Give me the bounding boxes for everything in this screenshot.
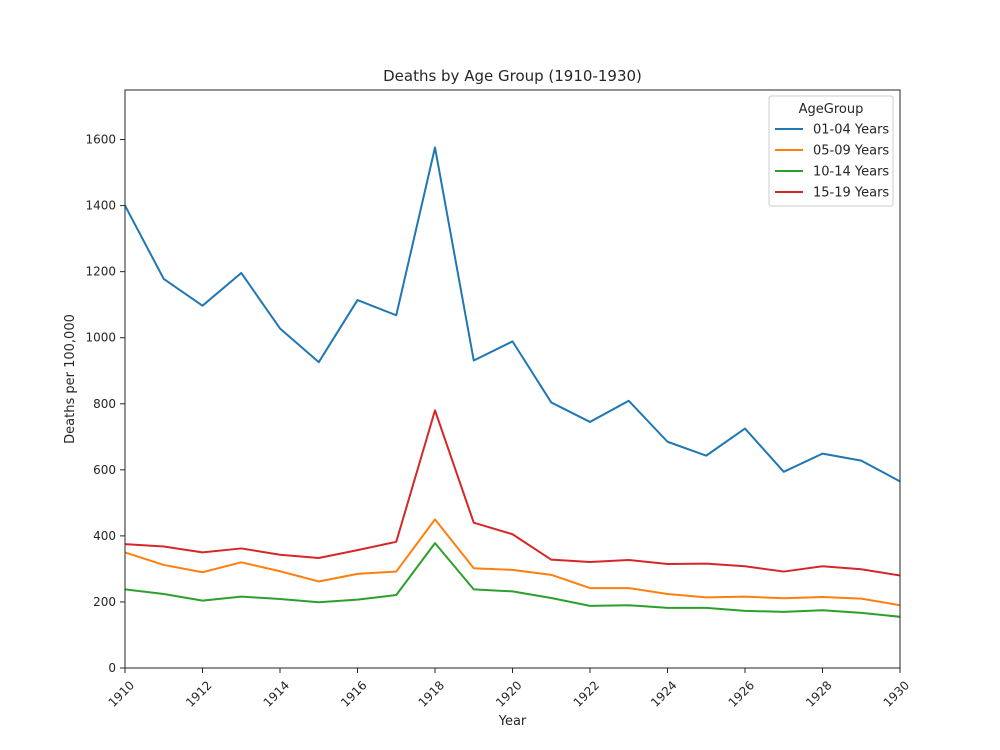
chart-title: Deaths by Age Group (1910-1930) — [383, 67, 642, 85]
legend: AgeGroup 01-04 Years 05-09 Years 10-14 Yea… — [768, 95, 894, 207]
legend-title: AgeGroup — [799, 102, 864, 117]
legend-label-3: 10-14 Years — [813, 165, 889, 180]
y-axis-label: Deaths per 100,000 — [63, 314, 78, 444]
x-tick-label: 1922 — [571, 678, 602, 709]
series-line-2 — [125, 518, 900, 607]
y-tick-label: 0 — [108, 661, 116, 675]
legend-label-1: 01-04 Years — [813, 123, 889, 138]
y-tick-label: 1400 — [85, 199, 116, 213]
x-axis-label: Year — [498, 714, 527, 729]
x-tick-label: 1912 — [183, 678, 214, 709]
legend-box — [768, 95, 894, 207]
series-line-1 — [125, 146, 900, 483]
y-tick-label: 1000 — [85, 331, 116, 345]
y-tick-label: 400 — [93, 529, 116, 543]
legend-label-4: 15-19 Years — [813, 186, 889, 201]
x-tick-label: 1930 — [881, 678, 912, 709]
x-tick-label: 1924 — [648, 678, 679, 709]
x-tick-label: 1914 — [261, 678, 292, 709]
y-tick-label: 600 — [93, 463, 116, 477]
x-tick-label: 1916 — [338, 678, 369, 709]
x-tick-label: 1926 — [726, 678, 757, 709]
y-tick-label: 800 — [93, 397, 116, 411]
y-tick-label: 1200 — [85, 265, 116, 279]
x-tick-label: 1910 — [106, 678, 137, 709]
series-lines — [125, 146, 900, 618]
x-tick-label: 1920 — [493, 678, 524, 709]
series-line-4 — [125, 409, 900, 577]
x-tick-label: 1928 — [803, 678, 834, 709]
y-tick-label: 1600 — [85, 133, 116, 147]
x-tick-label: 1918 — [416, 678, 447, 709]
series-line-3 — [125, 542, 900, 618]
y-tick-label: 200 — [93, 595, 116, 609]
legend-label-2: 05-09 Years — [813, 144, 889, 159]
